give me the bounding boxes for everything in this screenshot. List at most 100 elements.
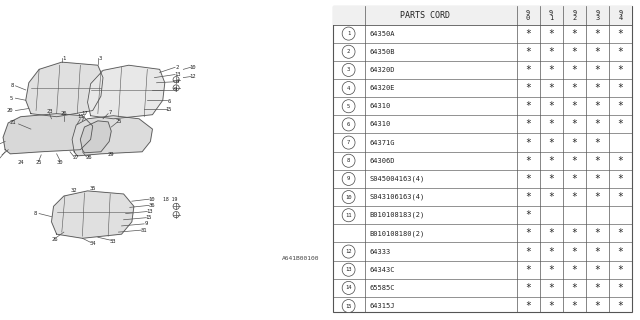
Circle shape — [342, 136, 355, 149]
Text: *: * — [525, 174, 531, 184]
Circle shape — [342, 300, 355, 313]
Text: 9
2: 9 2 — [572, 10, 577, 21]
Text: *: * — [548, 138, 554, 148]
Circle shape — [342, 263, 355, 276]
Text: *: * — [595, 283, 600, 293]
Text: 21: 21 — [10, 120, 17, 125]
Text: 26: 26 — [85, 156, 92, 160]
Text: *: * — [618, 156, 623, 166]
Text: *: * — [572, 156, 577, 166]
Text: 2: 2 — [175, 65, 179, 70]
Text: *: * — [595, 138, 600, 148]
Text: B010108183(2): B010108183(2) — [369, 212, 424, 219]
Text: 6: 6 — [167, 99, 170, 104]
Text: S043106163(4): S043106163(4) — [369, 194, 424, 200]
Circle shape — [342, 245, 355, 258]
Text: 64310: 64310 — [369, 103, 390, 109]
Text: 15: 15 — [145, 215, 152, 220]
Text: *: * — [525, 192, 531, 202]
Text: 12: 12 — [189, 74, 196, 79]
Text: *: * — [572, 283, 577, 293]
Text: PARTS CORD: PARTS CORD — [399, 11, 450, 20]
Text: *: * — [618, 283, 623, 293]
Circle shape — [342, 82, 355, 95]
Text: *: * — [595, 83, 600, 93]
Text: *: * — [595, 101, 600, 111]
Text: 4: 4 — [175, 79, 179, 84]
Text: 9: 9 — [347, 176, 350, 181]
Text: 5: 5 — [347, 104, 350, 109]
Polygon shape — [88, 65, 165, 119]
Text: 30: 30 — [56, 160, 63, 164]
Text: *: * — [548, 247, 554, 257]
Text: 8: 8 — [347, 158, 350, 163]
Polygon shape — [72, 116, 152, 156]
Text: *: * — [595, 247, 600, 257]
Text: 26: 26 — [51, 237, 58, 242]
Polygon shape — [3, 114, 93, 154]
Text: *: * — [525, 228, 531, 238]
Text: *: * — [572, 228, 577, 238]
Text: 7: 7 — [347, 140, 350, 145]
Text: 17: 17 — [81, 111, 88, 116]
Text: 64343C: 64343C — [369, 267, 395, 273]
Text: 20: 20 — [7, 108, 13, 113]
Text: *: * — [548, 101, 554, 111]
Text: 7: 7 — [109, 110, 112, 115]
Text: 64320D: 64320D — [369, 67, 395, 73]
Text: 8: 8 — [34, 211, 37, 216]
Text: 6: 6 — [347, 122, 350, 127]
Text: *: * — [595, 119, 600, 129]
Text: 25: 25 — [36, 160, 42, 164]
Text: 9
1: 9 1 — [549, 10, 554, 21]
Text: 9
4: 9 4 — [618, 10, 623, 21]
Text: 31: 31 — [141, 228, 147, 233]
Text: 1: 1 — [347, 31, 350, 36]
Text: 27: 27 — [73, 156, 79, 160]
Text: 29: 29 — [108, 152, 115, 157]
Text: *: * — [525, 65, 531, 75]
Text: *: * — [525, 247, 531, 257]
Text: 11: 11 — [77, 114, 84, 119]
Text: 9
0: 9 0 — [526, 10, 530, 21]
Text: 25: 25 — [115, 119, 122, 124]
Text: *: * — [595, 65, 600, 75]
Text: *: * — [548, 83, 554, 93]
Text: *: * — [572, 119, 577, 129]
Text: *: * — [618, 119, 623, 129]
Text: *: * — [572, 174, 577, 184]
Text: *: * — [618, 301, 623, 311]
Text: 10: 10 — [189, 65, 196, 70]
Text: *: * — [525, 119, 531, 129]
Circle shape — [342, 63, 355, 76]
Text: *: * — [618, 65, 623, 75]
Text: *: * — [525, 138, 531, 148]
Text: *: * — [618, 28, 623, 39]
Text: 3: 3 — [99, 56, 102, 60]
Circle shape — [342, 154, 355, 167]
Text: 64315J: 64315J — [369, 303, 395, 309]
Text: 10: 10 — [346, 195, 352, 200]
Text: *: * — [618, 228, 623, 238]
Text: *: * — [572, 247, 577, 257]
Text: *: * — [525, 156, 531, 166]
Text: *: * — [525, 83, 531, 93]
Text: 13: 13 — [174, 72, 180, 77]
Text: *: * — [525, 283, 531, 293]
Text: 65585C: 65585C — [369, 285, 395, 291]
Text: *: * — [595, 265, 600, 275]
Polygon shape — [81, 121, 111, 153]
Text: *: * — [572, 138, 577, 148]
Text: 15: 15 — [346, 304, 352, 308]
Text: 13: 13 — [346, 267, 352, 272]
Text: 23: 23 — [46, 109, 52, 114]
Text: *: * — [525, 47, 531, 57]
Text: *: * — [525, 265, 531, 275]
Text: *: * — [618, 101, 623, 111]
Text: 36: 36 — [148, 203, 155, 208]
Text: 24: 24 — [17, 160, 24, 164]
Text: *: * — [572, 83, 577, 93]
Text: *: * — [525, 28, 531, 39]
Text: 10: 10 — [148, 196, 155, 202]
Circle shape — [342, 281, 355, 294]
